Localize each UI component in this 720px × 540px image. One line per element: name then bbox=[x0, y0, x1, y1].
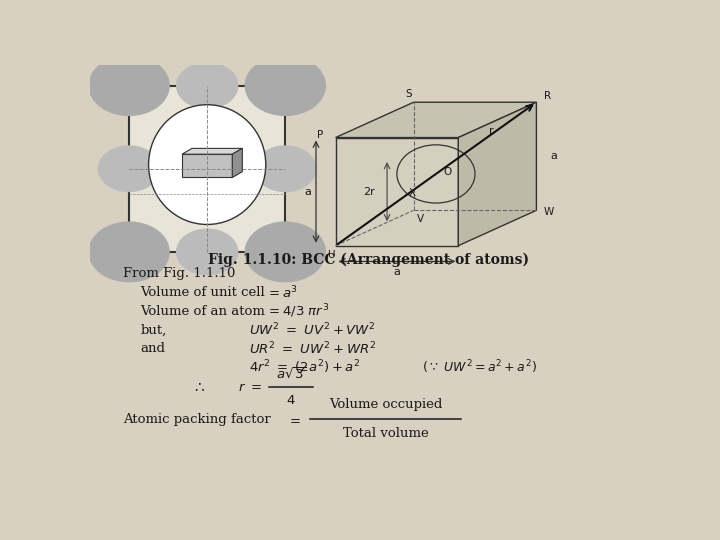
Circle shape bbox=[89, 222, 169, 282]
Text: a: a bbox=[393, 267, 400, 278]
Polygon shape bbox=[336, 138, 459, 246]
Text: a: a bbox=[304, 187, 311, 197]
Text: V: V bbox=[417, 214, 424, 224]
Text: S: S bbox=[406, 89, 413, 99]
Text: $a\sqrt{3}$: $a\sqrt{3}$ bbox=[276, 366, 306, 381]
Text: O: O bbox=[443, 167, 451, 177]
Text: Volume occupied: Volume occupied bbox=[329, 398, 442, 411]
Text: $\therefore$: $\therefore$ bbox=[192, 380, 206, 395]
Text: r: r bbox=[489, 126, 494, 136]
Text: R: R bbox=[544, 91, 551, 101]
Text: $UW^2\ =\ UV^2 + VW^2$: $UW^2\ =\ UV^2 + VW^2$ bbox=[249, 322, 376, 339]
Text: $r\ =$: $r\ =$ bbox=[238, 381, 262, 394]
Text: Volume of unit cell: Volume of unit cell bbox=[140, 286, 265, 299]
Text: X: X bbox=[409, 188, 416, 198]
Circle shape bbox=[245, 222, 325, 282]
Text: Volume of an atom: Volume of an atom bbox=[140, 305, 265, 318]
Text: P: P bbox=[317, 131, 323, 140]
Text: 4: 4 bbox=[287, 394, 295, 407]
Polygon shape bbox=[459, 102, 536, 246]
Text: Total volume: Total volume bbox=[343, 427, 428, 440]
Circle shape bbox=[176, 63, 238, 109]
Polygon shape bbox=[233, 148, 243, 178]
Circle shape bbox=[255, 146, 316, 192]
Text: From Fig. 1.1.10: From Fig. 1.1.10 bbox=[124, 267, 236, 280]
Text: 2r: 2r bbox=[363, 187, 375, 197]
Text: $=$: $=$ bbox=[287, 413, 301, 426]
Text: U: U bbox=[328, 250, 335, 260]
Text: $UR^2\ =\ UW^2 + WR^2$: $UR^2\ =\ UW^2 + WR^2$ bbox=[249, 341, 376, 357]
Bar bbox=[129, 85, 285, 252]
Text: a: a bbox=[550, 151, 557, 161]
Circle shape bbox=[176, 229, 238, 275]
Text: and: and bbox=[140, 342, 165, 355]
Circle shape bbox=[99, 146, 160, 192]
Polygon shape bbox=[336, 102, 536, 138]
Circle shape bbox=[89, 56, 169, 116]
Text: W: W bbox=[544, 207, 554, 218]
Text: Fig. 1.1.10: BCC (Arrangement of atoms): Fig. 1.1.10: BCC (Arrangement of atoms) bbox=[208, 253, 530, 267]
Circle shape bbox=[245, 56, 325, 116]
Text: Atomic packing factor: Atomic packing factor bbox=[124, 413, 271, 426]
Polygon shape bbox=[182, 154, 233, 178]
Text: $(\because\ UW^2 = a^2 + a^2)$: $(\because\ UW^2 = a^2 + a^2)$ bbox=[422, 359, 537, 376]
Polygon shape bbox=[182, 148, 243, 154]
Text: $4r^2\ =\ (2a^2) + a^2$: $4r^2\ =\ (2a^2) + a^2$ bbox=[249, 359, 360, 376]
Text: $= a^3$: $= a^3$ bbox=[266, 285, 298, 301]
Text: $= 4/3\ \pi r^3$: $= 4/3\ \pi r^3$ bbox=[266, 302, 329, 320]
Ellipse shape bbox=[148, 105, 266, 225]
Text: but,: but, bbox=[140, 323, 166, 336]
